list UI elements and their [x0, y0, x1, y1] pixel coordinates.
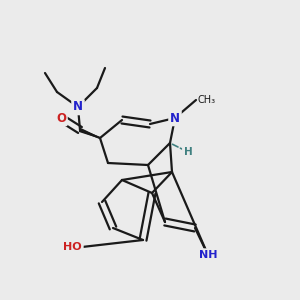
Text: O: O — [56, 112, 66, 124]
Text: N: N — [170, 112, 180, 124]
Polygon shape — [80, 129, 100, 138]
Text: HO: HO — [63, 242, 82, 252]
Text: H: H — [184, 147, 192, 157]
Text: N: N — [73, 100, 83, 113]
Text: CH₃: CH₃ — [198, 95, 216, 105]
Text: NH: NH — [199, 250, 217, 260]
